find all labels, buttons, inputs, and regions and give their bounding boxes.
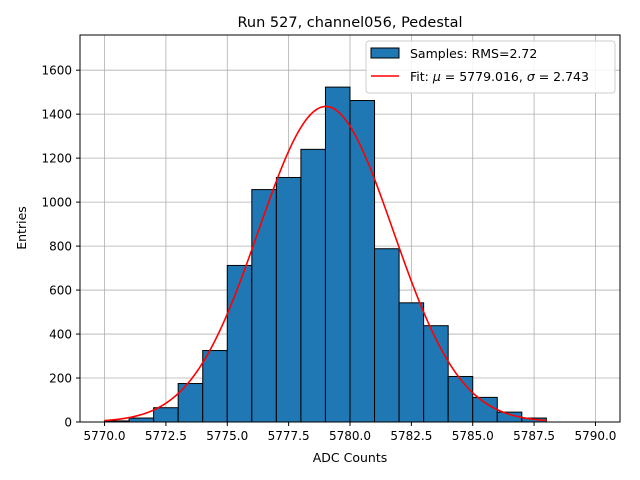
x-tick-label: 5775.0 <box>206 429 248 443</box>
x-tick-label: 5777.5 <box>268 429 310 443</box>
legend-samples-swatch <box>370 47 400 59</box>
y-tick-label: 600 <box>49 284 72 298</box>
x-tick-label: 5790.0 <box>574 429 616 443</box>
x-tick-label: 5787.5 <box>513 429 555 443</box>
y-tick-label: 1600 <box>41 64 72 78</box>
histogram-bar <box>324 86 351 423</box>
x-tick-label: 5772.5 <box>145 429 187 443</box>
histogram-bars <box>104 86 547 423</box>
histogram-bar <box>202 350 228 423</box>
histogram-bar <box>275 176 302 423</box>
x-tick-label: 5782.5 <box>390 429 432 443</box>
histogram-bar <box>128 417 155 423</box>
legend: Samples: RMS=2.72 Fit: μ = 5779.016, σ =… <box>365 40 616 94</box>
y-tick-label: 800 <box>49 240 72 254</box>
x-axis-ticks: 5770.0 5772.5 5775.0 5777.5 5780.0 5782.5 5785… <box>84 422 616 443</box>
histogram-bar <box>226 264 253 423</box>
legend-samples-label: Samples: RMS=2.72 <box>410 46 537 61</box>
x-tick-label: 5780.0 <box>329 429 371 443</box>
histogram-bar <box>472 396 498 423</box>
y-tick-label: 1000 <box>41 196 72 210</box>
histogram-bar <box>349 100 376 423</box>
histogram-bar <box>300 148 326 423</box>
x-tick-label: 5770.0 <box>84 429 126 443</box>
y-tick-label: 200 <box>49 372 72 386</box>
legend-box <box>365 40 616 94</box>
histogram-bar <box>374 248 400 423</box>
fit-curve <box>104 105 547 422</box>
x-axis-label: ADC Counts <box>313 450 388 465</box>
y-axis-label: Entries <box>14 206 29 250</box>
histogram-bar <box>398 302 425 423</box>
histogram-bar <box>423 325 449 423</box>
y-tick-label: 1400 <box>41 108 72 122</box>
y-tick-label: 400 <box>49 328 72 342</box>
chart-title: Run 527, channel056, Pedestal <box>237 15 462 31</box>
histogram-bar <box>251 189 277 423</box>
y-axis-ticks: 0 200 400 600 800 1000 1200 1400 1600 <box>41 64 80 430</box>
legend-fit-label: Fit: μ = 5779.016, σ = 2.743 <box>410 69 589 84</box>
y-tick-label: 0 <box>64 416 72 430</box>
histogram-bar <box>153 407 179 423</box>
x-tick-label: 5785.0 <box>452 429 494 443</box>
histogram-bar <box>447 375 474 423</box>
y-tick-label: 1200 <box>41 152 72 166</box>
